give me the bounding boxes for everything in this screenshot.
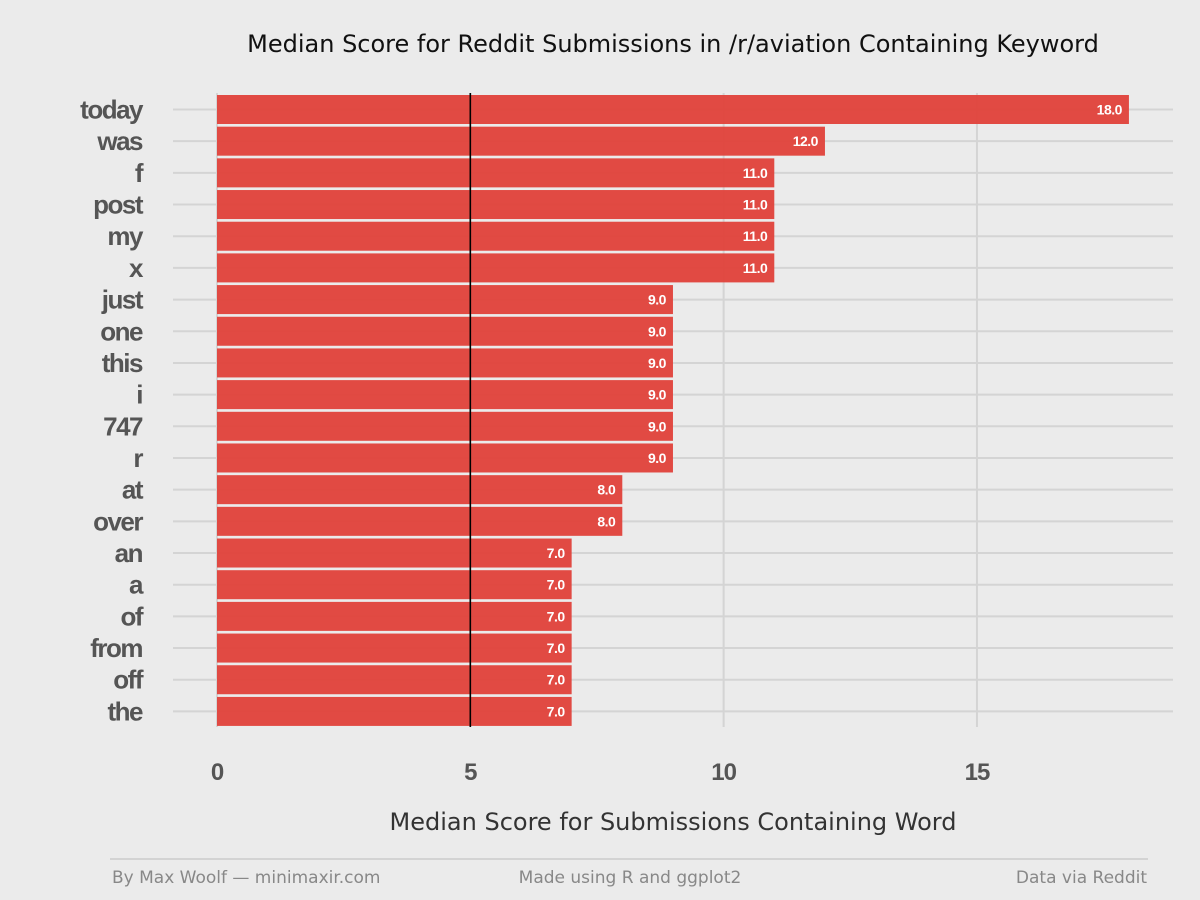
x-tick-label: 15 [965, 759, 990, 786]
bar-value-label: 9.0 [648, 323, 667, 339]
category-label: of [120, 601, 143, 631]
bar-value-label: 8.0 [597, 513, 616, 529]
bar-value-label: 7.0 [547, 545, 566, 561]
category-label: today [80, 95, 144, 125]
bar [217, 190, 775, 220]
bar [217, 506, 623, 536]
bar-value-label: 7.0 [547, 672, 566, 688]
bar [217, 158, 775, 188]
bar-value-label: 12.0 [793, 133, 819, 149]
bar [217, 633, 572, 663]
category-label: the [108, 696, 144, 726]
x-tick-label: 10 [711, 759, 736, 786]
bar [217, 316, 673, 346]
category-label: just [101, 285, 144, 315]
footer-source: Data via Reddit [1016, 868, 1147, 888]
bar-value-label: 7.0 [547, 703, 566, 719]
category-label: an [115, 538, 143, 568]
bars [217, 95, 1129, 726]
bar [217, 95, 1129, 124]
category-label: r [133, 443, 143, 473]
bar-value-label: 7.0 [547, 608, 566, 624]
bar-value-label: 9.0 [648, 450, 667, 466]
x-axis-title: Median Score for Submissions Containing … [390, 808, 957, 836]
category-labels: todaywasfpostmyxjustonethisi747ratoveran… [80, 95, 145, 727]
bar [217, 538, 572, 568]
bar-value-label: 18.0 [1097, 102, 1123, 118]
category-label: off [113, 665, 144, 695]
footer-credit: By Max Woolf — minimaxir.com [112, 868, 381, 888]
category-label: 747 [103, 411, 143, 441]
bar-value-label: 9.0 [648, 387, 667, 403]
category-label: this [102, 348, 143, 378]
bar [217, 285, 673, 315]
footer-tool: Made using R and ggplot2 [519, 868, 742, 888]
bar-value-label: 9.0 [648, 418, 667, 434]
bar [217, 443, 673, 473]
x-tick-label: 5 [464, 759, 477, 786]
bar [217, 221, 775, 251]
bar-value-label: 11.0 [743, 197, 768, 213]
bar [217, 126, 825, 156]
bar [217, 253, 775, 283]
bar [217, 348, 673, 378]
chart-title: Median Score for Reddit Submissions in /… [247, 30, 1099, 58]
category-label: one [100, 316, 143, 346]
category-label: i [136, 380, 142, 410]
bar-value-label: 11.0 [743, 260, 768, 276]
bar [217, 570, 572, 600]
bar-value-label: 9.0 [648, 292, 667, 308]
grid [173, 93, 1173, 727]
bar-value-label: 7.0 [547, 640, 566, 656]
bar [217, 380, 673, 410]
bar-value-label: 8.0 [597, 482, 616, 498]
category-label: my [107, 221, 144, 251]
bar-value-label: 11.0 [743, 228, 768, 244]
category-label: at [122, 475, 144, 505]
category-label: was [96, 126, 143, 156]
bar [217, 665, 572, 695]
bar [217, 601, 572, 631]
category-label: from [90, 633, 142, 663]
bar [217, 411, 673, 441]
bar-value-labels: 18.0 12.0 11.0 11.0 11.0 11.0 9.0 9.0 9.0 9.0 9.0 9… [547, 102, 1123, 720]
category-label: f [135, 158, 144, 188]
bar [217, 475, 623, 505]
category-label: a [129, 570, 144, 600]
bar-value-label: 11.0 [743, 165, 768, 181]
category-label: post [93, 190, 144, 220]
bar [217, 696, 572, 726]
x-tick-labels: 0 5 10 15 [211, 759, 991, 786]
x-tick-label: 0 [211, 759, 224, 786]
category-label: x [129, 253, 144, 283]
bar-value-label: 9.0 [648, 355, 667, 371]
bar-value-label: 7.0 [547, 577, 566, 593]
category-label: over [93, 506, 143, 536]
